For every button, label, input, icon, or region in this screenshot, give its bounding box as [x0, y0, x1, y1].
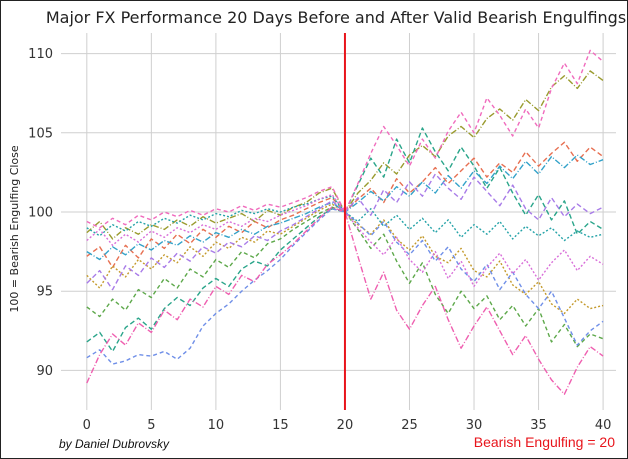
series-line [86, 49, 604, 229]
x-tick-label: 0 [83, 418, 91, 433]
y-tick-label: 100 [28, 205, 53, 220]
x-tick-label: 5 [147, 418, 155, 433]
y-tick-label: 110 [28, 47, 53, 62]
x-tick-label: 15 [272, 418, 289, 433]
y-tick-label: 105 [28, 126, 53, 141]
x-tick-label: 10 [208, 418, 225, 433]
x-tick-label: 25 [401, 418, 418, 433]
y-axis-label: 100 = Bearish Engulfing Close [8, 145, 21, 313]
engulfing-annotation: Bearish Engulfing = 20 [474, 434, 615, 450]
author-credit: by Daniel Dubrovsky [59, 437, 170, 451]
y-tick-label: 95 [36, 285, 53, 300]
x-tick-label: 35 [530, 418, 547, 433]
chart-title: Major FX Performance 20 Days Before and … [46, 8, 626, 27]
series-line [86, 195, 604, 242]
x-tick-label: 40 [595, 418, 612, 433]
x-tick-label: 20 [337, 418, 354, 433]
series-line [86, 206, 604, 395]
x-tick-label: 30 [466, 418, 483, 433]
series-line [86, 208, 604, 365]
tick-layer: 0 5 10 15 20 25 30 35 40 90 95 100 105 110 [28, 47, 611, 433]
y-tick-label: 90 [36, 364, 53, 379]
